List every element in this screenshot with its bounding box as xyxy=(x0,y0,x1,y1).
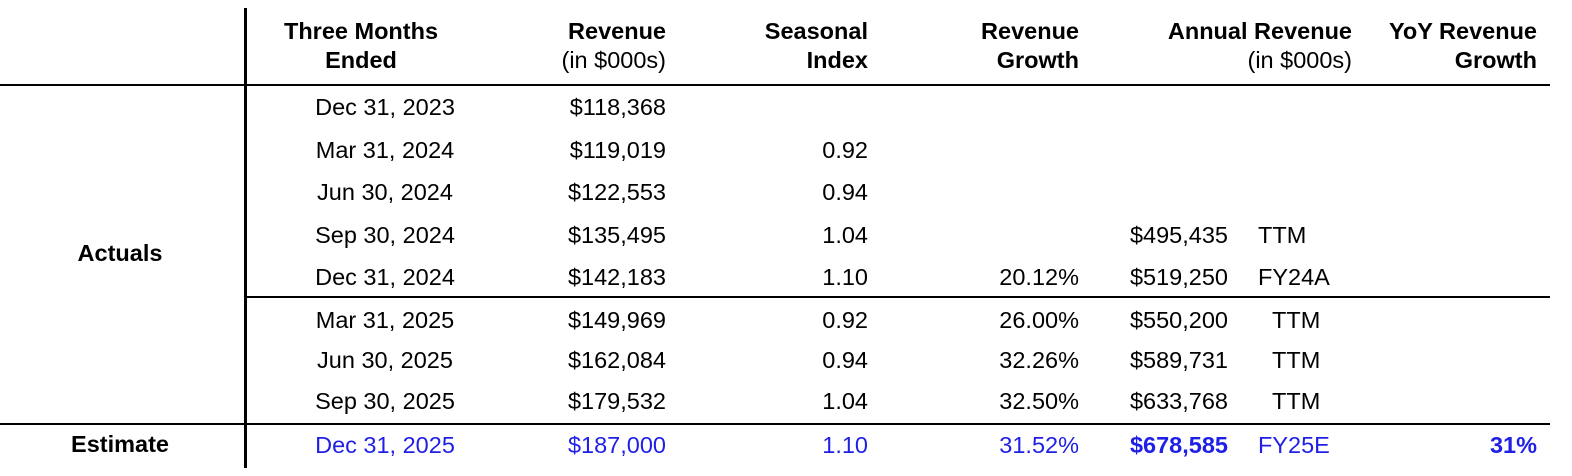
header-col4-line1: Revenue xyxy=(981,18,1079,44)
table-row-seasonal-index: 0.92 xyxy=(822,307,868,333)
table-row-revenue: $119,019 xyxy=(569,137,666,163)
estimate-row-revenue: $187,000 xyxy=(567,432,666,458)
group-label-estimate: Estimate xyxy=(71,431,169,457)
table-row-date: Sep 30, 2025 xyxy=(315,388,455,414)
table-row-period-tag: TTM xyxy=(1272,347,1321,373)
estimate-divider xyxy=(0,423,1550,425)
table-row-revenue: $135,495 xyxy=(567,222,666,248)
estimate-row-yoy-growth: 31% xyxy=(1489,432,1537,458)
header-col4-line2: Growth xyxy=(996,47,1079,73)
year-divider xyxy=(246,296,1550,298)
header-yoy-revenue-growth: YoY Revenue Growth xyxy=(1360,17,1537,75)
table-row-annual-revenue: $633,768 xyxy=(1129,388,1228,414)
table-row-date: Mar 31, 2025 xyxy=(315,307,455,333)
table-row-revenue: $162,084 xyxy=(567,347,666,373)
table-row-annual-revenue: $589,731 xyxy=(1129,347,1228,373)
table-row-revenue: $142,183 xyxy=(567,264,666,290)
table-row-annual-revenue: $519,250 xyxy=(1129,264,1228,290)
table-row-annual-revenue: $550,200 xyxy=(1129,307,1228,333)
table-row-period-tag: FY24A xyxy=(1258,264,1330,290)
table-row-date: Dec 31, 2023 xyxy=(315,94,455,120)
table-row-revenue-growth: 32.26% xyxy=(999,347,1079,373)
header-col1-line1: Three Months xyxy=(283,18,439,44)
estimate-row-annual-revenue: $678,585 xyxy=(1129,432,1228,458)
estimate-row-seasonal-index: 1.10 xyxy=(822,432,868,458)
table-row-period-tag: TTM xyxy=(1258,222,1307,248)
estimate-row-revenue-growth: 31.52% xyxy=(999,432,1079,458)
table-row-revenue: $179,532 xyxy=(567,388,666,414)
table-row-revenue-growth: 20.12% xyxy=(999,264,1079,290)
header-revenue-growth: Revenue Growth xyxy=(900,17,1079,75)
header-seasonal-index: Seasonal Index xyxy=(700,17,868,75)
header-divider xyxy=(0,84,1550,86)
header-annual-revenue: Annual Revenue (in $000s) xyxy=(1120,17,1352,75)
table-row-date: Sep 30, 2024 xyxy=(315,222,455,248)
table-row-revenue: $118,368 xyxy=(569,94,666,120)
table-row-revenue-growth: 26.00% xyxy=(999,307,1079,333)
table-row-seasonal-index: 0.92 xyxy=(822,137,868,163)
table-row-seasonal-index: 1.04 xyxy=(822,222,868,248)
table-row-seasonal-index: 1.04 xyxy=(822,388,868,414)
table-row-seasonal-index: 0.94 xyxy=(822,347,868,373)
table-row-revenue: $149,969 xyxy=(567,307,666,333)
header-three-months-ended: Three Months Ended xyxy=(240,17,482,75)
table-row-period-tag: TTM xyxy=(1272,307,1321,333)
header-col1-line2: Ended xyxy=(325,47,397,73)
table-row-revenue: $122,553 xyxy=(567,179,666,205)
table-row-period-tag: TTM xyxy=(1272,388,1321,414)
table-row-annual-revenue: $495,435 xyxy=(1129,222,1228,248)
header-col6-line1: YoY Revenue xyxy=(1388,18,1537,44)
vertical-divider xyxy=(244,8,247,468)
table-row-date: Jun 30, 2024 xyxy=(317,179,453,205)
table-row-date: Dec 31, 2024 xyxy=(315,264,455,290)
header-col6-line2: Growth xyxy=(1454,47,1537,73)
header-col3-line1: Seasonal xyxy=(764,18,868,44)
table-row-seasonal-index: 1.10 xyxy=(822,264,868,290)
header-col2-line2: (in $000s) xyxy=(561,47,667,73)
header-col3-line2: Index xyxy=(806,47,868,73)
estimate-row-date: Dec 31, 2025 xyxy=(315,432,455,458)
estimate-row-period-tag: FY25E xyxy=(1258,432,1330,458)
table-row-date: Jun 30, 2025 xyxy=(317,347,453,373)
group-label-actuals: Actuals xyxy=(77,240,163,266)
header-col2-line1: Revenue xyxy=(568,18,666,44)
header-col5-line1: Annual Revenue xyxy=(1167,18,1352,44)
header-revenue: Revenue (in $000s) xyxy=(500,17,667,75)
table-row-revenue-growth: 32.50% xyxy=(999,388,1079,414)
table-row-seasonal-index: 0.94 xyxy=(822,179,868,205)
header-col5-line2: (in $000s) xyxy=(1247,47,1353,73)
table-row-date: Mar 31, 2024 xyxy=(315,137,455,163)
